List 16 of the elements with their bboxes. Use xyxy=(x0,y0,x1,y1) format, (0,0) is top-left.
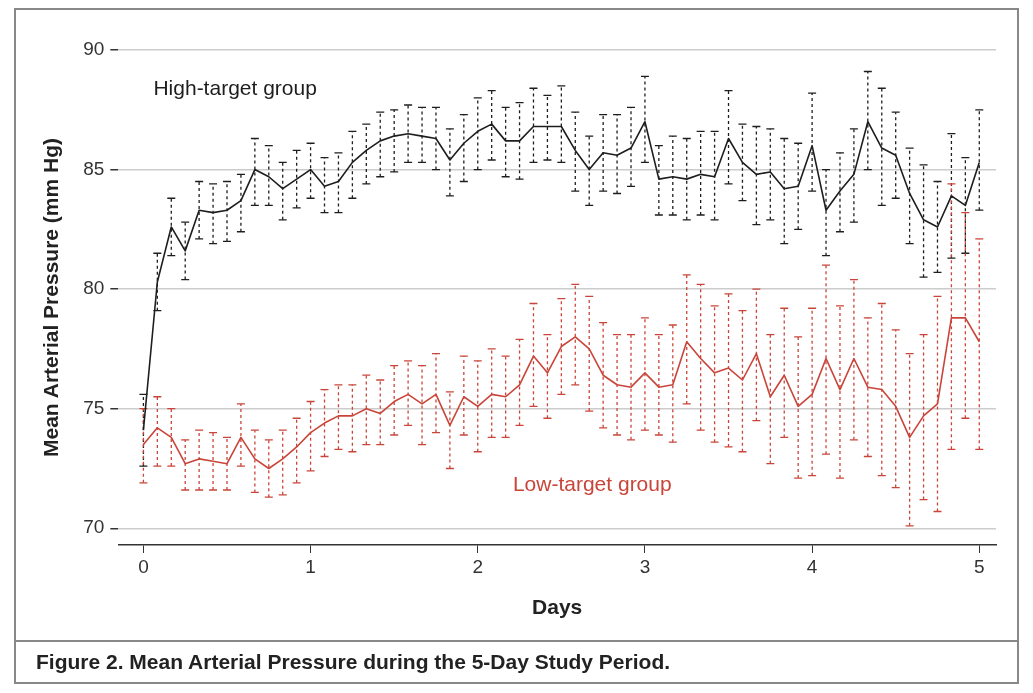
x-tick-label: 2 xyxy=(472,555,484,577)
x-axis-title: Days xyxy=(532,595,583,619)
x-tick-label: 1 xyxy=(305,555,316,577)
y-tick-label: 80 xyxy=(83,277,105,299)
x-tick-label: 3 xyxy=(639,555,651,577)
text: Figure 2. Mean Arterial Pressure during the 5-Day Study Period. xyxy=(36,650,671,674)
y-tick-label: 75 xyxy=(83,396,105,418)
x-tick-label: 4 xyxy=(806,555,818,577)
text: High-target group xyxy=(153,76,317,100)
y-tick-label: 70 xyxy=(83,516,105,538)
x-tick-label: 0 xyxy=(138,555,149,577)
y-axis-title: Mean Arterial Pressure (mm Hg) xyxy=(39,138,63,457)
y-tick-label: 85 xyxy=(83,157,105,179)
text: Low-target group xyxy=(512,472,672,496)
x-tick-label: 5 xyxy=(973,555,985,577)
y-tick-label: 90 xyxy=(83,38,105,60)
